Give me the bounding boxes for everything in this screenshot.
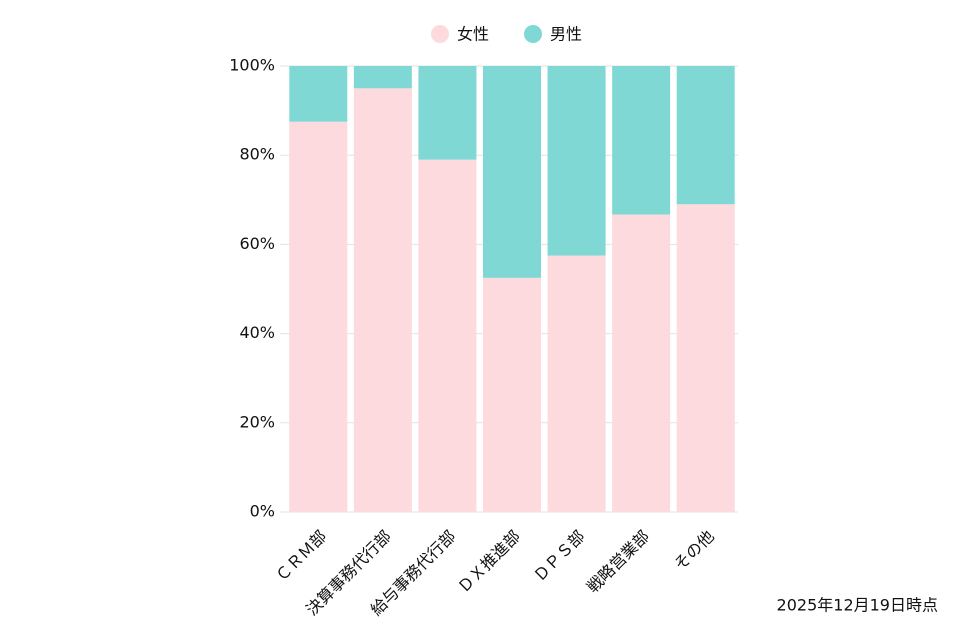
y-tick-label: 100% (229, 56, 275, 75)
bar-segment (353, 88, 412, 513)
bar-segment (418, 159, 477, 512)
bar-segment (418, 66, 477, 160)
legend-swatch (524, 25, 542, 43)
bar-segment (483, 277, 541, 512)
annotation: 2025年12月19日時点 (777, 596, 938, 615)
bar-segment (289, 66, 348, 122)
bar-segment (676, 66, 735, 205)
y-tick-label: 40% (239, 323, 275, 342)
y-tick-label: 0% (250, 502, 275, 521)
legend-label: 男性 (550, 25, 582, 44)
x-tick-label: ＤＸ推進部 (454, 527, 524, 597)
bar-segment (289, 121, 348, 512)
bar-segment (353, 66, 412, 89)
bar-segment (547, 255, 606, 513)
bar-segment (676, 204, 735, 512)
bar-segment (612, 66, 671, 215)
x-tick-label: 戦略営業部 (583, 527, 653, 597)
bar-segment (547, 66, 606, 256)
x-tick-label: ＣＲＭ部 (272, 527, 331, 586)
x-tick-label: その他 (670, 527, 717, 574)
y-tick-label: 60% (239, 234, 275, 253)
legend-label: 女性 (457, 25, 489, 44)
x-tick-label: ＤＰＳ部 (530, 527, 589, 586)
bar-segment (612, 214, 671, 512)
y-tick-label: 80% (239, 145, 275, 164)
y-tick-label: 20% (239, 412, 275, 431)
bar-segment (483, 66, 541, 278)
legend-swatch (431, 25, 449, 43)
